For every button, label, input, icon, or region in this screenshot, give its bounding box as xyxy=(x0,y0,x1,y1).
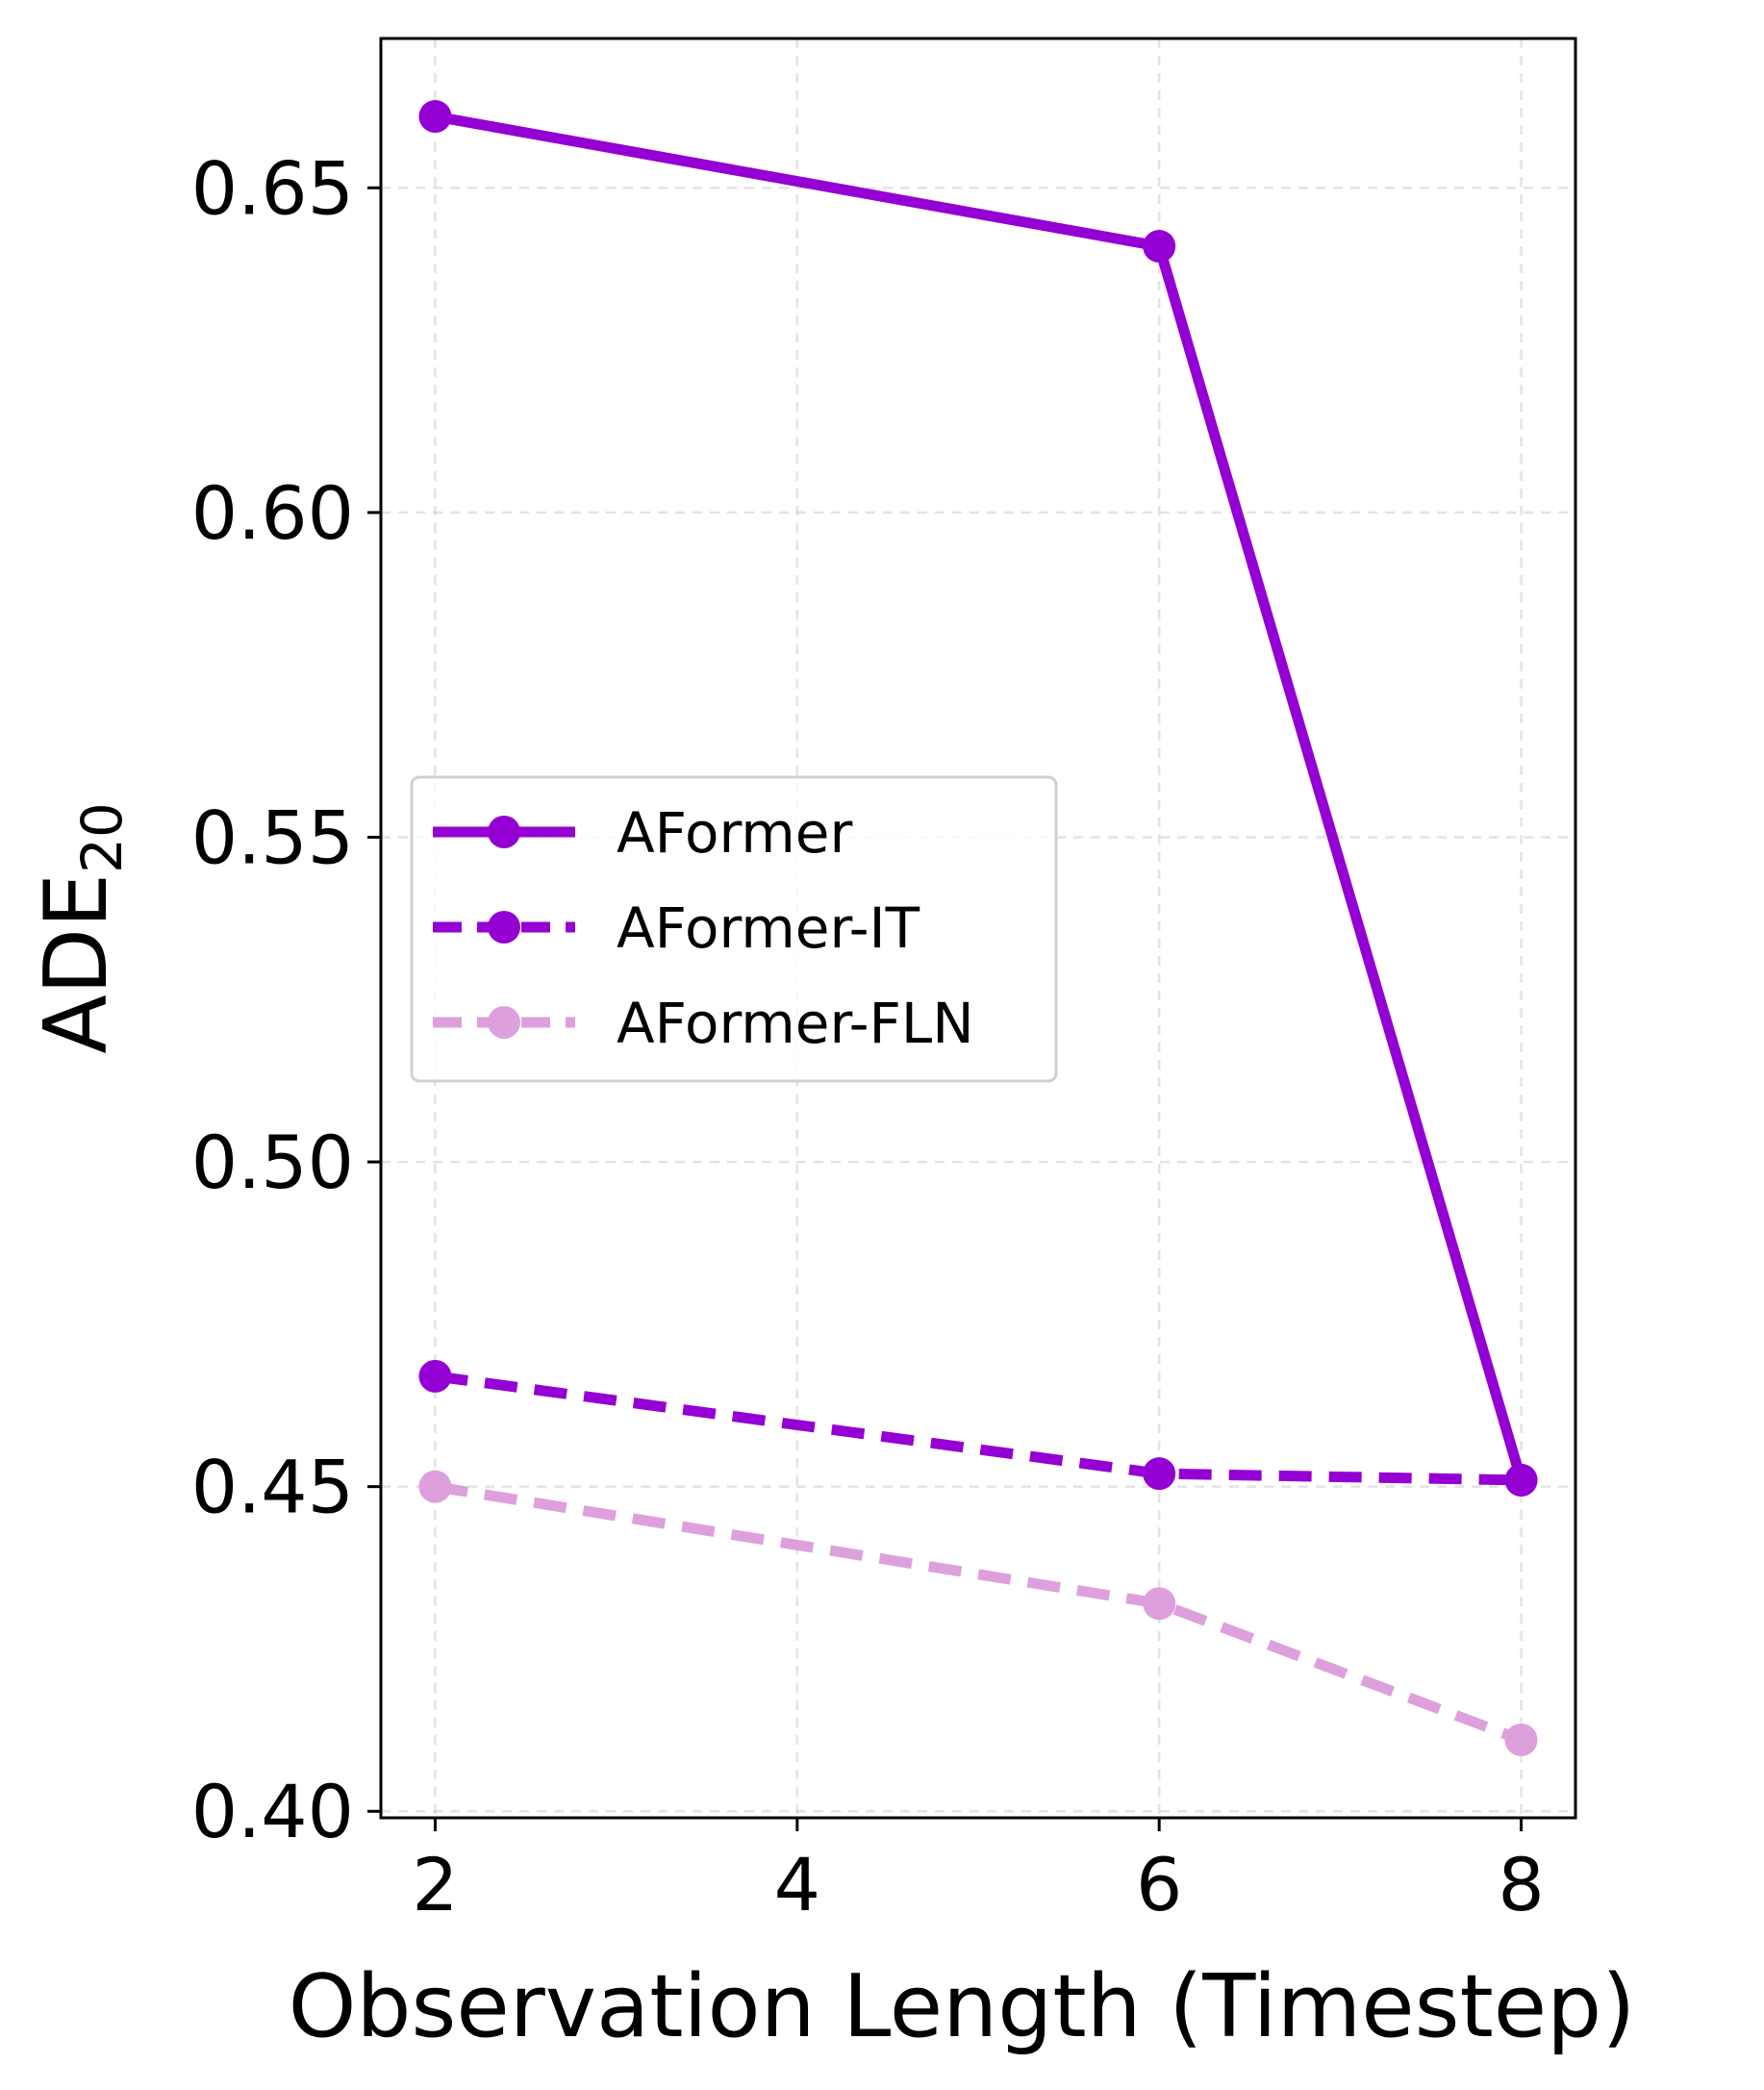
data-point xyxy=(418,1359,452,1393)
y-tick-label: 0.60 xyxy=(191,470,354,556)
data-point xyxy=(1504,1723,1538,1756)
data-point xyxy=(1143,230,1176,264)
y-axis-label-subscript: 20 xyxy=(69,802,135,873)
y-tick-label: 0.40 xyxy=(191,1769,354,1854)
legend-label: AFormer-IT xyxy=(617,895,920,961)
axis-ticks: 2 4 6 8 0.40 0.45 0.50 0.55 0.60 0.65 xyxy=(191,145,1545,1927)
data-point xyxy=(418,1470,452,1503)
y-tick-label: 0.65 xyxy=(191,145,354,231)
legend-label: AFormer-FLN xyxy=(617,991,974,1056)
data-point xyxy=(1143,1587,1176,1621)
data-point xyxy=(418,100,452,134)
series-line-aformer-fln xyxy=(434,1481,1524,1746)
y-tick-label: 0.50 xyxy=(191,1120,354,1205)
x-tick-label: 8 xyxy=(1498,1842,1544,1927)
data-point xyxy=(1504,1463,1538,1497)
y-tick-label: 0.45 xyxy=(191,1445,354,1530)
y-axis-label-main: ADE xyxy=(26,873,127,1054)
x-tick-label: 6 xyxy=(1136,1842,1182,1927)
x-axis-label: Observation Length (Timestep) xyxy=(289,1956,1636,2057)
y-axis-label: ADE20 xyxy=(26,802,135,1054)
legend-label: AFormer xyxy=(617,800,852,866)
legend: AFormer AFormer-IT AFormer-FLN xyxy=(410,775,1058,1083)
legend-marker xyxy=(488,816,520,848)
legend-marker xyxy=(488,1006,520,1039)
y-tick-label: 0.55 xyxy=(191,794,354,880)
series-line-aformer-it xyxy=(434,1371,1522,1486)
legend-box xyxy=(410,775,1058,1083)
series-group xyxy=(418,100,1538,1756)
legend-marker xyxy=(488,911,520,944)
x-tick-label: 2 xyxy=(412,1842,458,1927)
plot-frame xyxy=(379,37,1577,1820)
x-tick-label: 4 xyxy=(774,1842,820,1927)
data-point xyxy=(1143,1457,1176,1491)
